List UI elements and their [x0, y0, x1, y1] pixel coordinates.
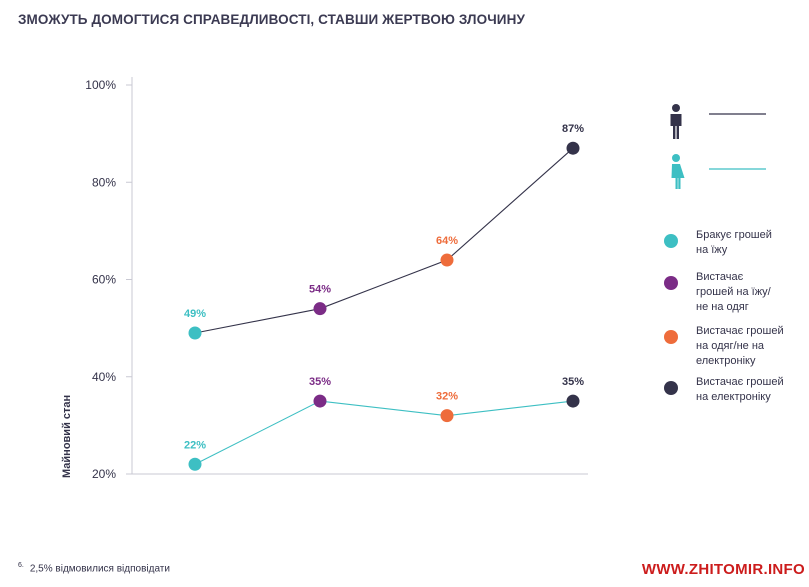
legend-item-2: Вистачає грошей на одяг/не на електронік…	[664, 324, 784, 369]
data-point	[440, 409, 454, 423]
data-label: 54%	[309, 284, 331, 296]
data-label: 35%	[562, 376, 584, 388]
y-axis-label: Майновий стан	[61, 395, 73, 478]
series-line-1	[194, 400, 574, 465]
legend-item-3: Вистачає грошей на електроніку	[664, 375, 784, 405]
y-tick-label: 80%	[92, 175, 116, 189]
chart-axes	[131, 77, 588, 475]
legend-item-0: Бракує грошей на їжу	[664, 228, 772, 258]
watermark: WWW.ZHITOMIR.INFO	[641, 561, 805, 578]
data-point	[313, 394, 327, 408]
y-tick-label: 40%	[92, 370, 116, 384]
legend-dot-orange	[664, 330, 678, 344]
female-person-icon	[671, 154, 685, 189]
legend-label: Бракує грошей на їжу	[696, 229, 772, 256]
data-label: 35%	[309, 376, 331, 388]
gender-legend	[660, 100, 780, 200]
data-label: 32%	[436, 391, 458, 403]
data-point	[566, 394, 580, 408]
legend-label: Вистачає грошей на електроніку	[696, 376, 784, 403]
footnote-text: 2,5% відмовилися відповідати	[29, 563, 170, 575]
data-point	[440, 253, 454, 267]
legend-dot-navy	[664, 381, 678, 395]
series-line-0	[194, 147, 574, 334]
data-label: 49%	[184, 308, 206, 320]
data-label: 22%	[184, 439, 206, 451]
data-label: 64%	[436, 235, 458, 247]
data-label: 87%	[562, 123, 584, 135]
footnote-marker: 6.	[18, 562, 24, 569]
legend-dot-purple	[664, 276, 678, 290]
data-point	[313, 302, 327, 316]
legend-dot-teal	[664, 234, 678, 248]
data-points	[188, 141, 580, 471]
series-lines	[194, 147, 574, 465]
legend-label: Вистачає грошей на їжу/ не на одяг	[696, 271, 771, 313]
footnote: 6. 2,5% відмовилися відповідати	[18, 562, 170, 574]
chart-title: ЗМОЖУТЬ ДОМОГТИСЯ СПРАВЕДЛИВОСТІ, СТАВШИ…	[18, 12, 525, 27]
data-point	[566, 141, 580, 155]
data-point	[188, 457, 202, 471]
data-point	[188, 326, 202, 340]
y-tick-label: 20%	[92, 467, 116, 481]
y-tick-labels: 20% 40% 60% 80% 100%	[85, 78, 132, 481]
male-person-icon	[670, 104, 682, 139]
y-tick-label: 60%	[92, 273, 116, 287]
data-labels: 49% 54% 64% 87% 22% 35% 32% 35%	[184, 123, 584, 451]
legend-item-1: Вистачає грошей на їжу/ не на одяг	[664, 270, 771, 315]
y-tick-label: 100%	[85, 78, 116, 92]
legend-label: Вистачає грошей на одяг/не на електронік…	[696, 325, 784, 367]
gender-legend-svg	[670, 104, 766, 189]
